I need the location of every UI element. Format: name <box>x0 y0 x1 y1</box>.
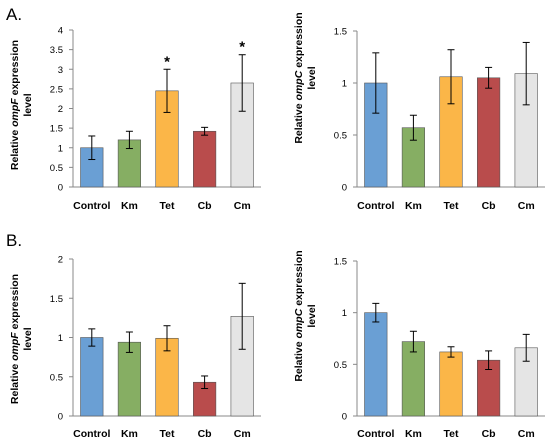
chart-a-ompf: 0 0.5 1 1.5 2 2.5 3 3.5 4 Control Km Tet * Cb Cm * Relat… <box>9 26 261 212</box>
y-tick-label: 2 <box>58 255 63 266</box>
y-tick-label: 1 <box>342 308 347 319</box>
y-tick-label: 0.5 <box>50 163 63 174</box>
category-label: Tet <box>160 428 175 440</box>
y-tick-label: 1 <box>58 143 63 154</box>
bar-tet <box>439 351 463 417</box>
y-tick-label: 1 <box>58 333 63 344</box>
y-axis-label-line2: level <box>306 304 318 327</box>
category-label: Cm <box>518 428 535 440</box>
category-label: Tet <box>444 200 459 212</box>
y-tick-label: 0 <box>342 183 347 194</box>
y-axis-label-line1: Relative ompC expression <box>293 12 305 143</box>
y-tick-label: 0.5 <box>334 131 347 142</box>
bar-control <box>80 337 104 417</box>
chart-a-ompc: 0 0.5 1 1.5 Control Km Tet Cb Cm Relative ompC ex… <box>293 12 545 212</box>
bar-cb <box>477 77 501 188</box>
y-tick-label: 1.5 <box>50 294 63 305</box>
category-label: Cb <box>198 428 212 440</box>
category-label: Tet <box>444 428 459 440</box>
bar-km <box>401 341 425 417</box>
y-tick-label: 4 <box>58 26 63 37</box>
y-axis-label-line1: Relative ompC expression <box>293 250 305 381</box>
category-label: Cb <box>482 200 496 212</box>
category-label: Cm <box>234 428 251 440</box>
y-axis-label-line1: Relative ompF expression <box>9 274 21 404</box>
panel-label-a: A. <box>6 5 23 24</box>
y-tick-label: 3.5 <box>50 45 63 56</box>
category-label: Control <box>73 428 110 440</box>
y-tick-label: 3 <box>58 65 63 76</box>
y-tick-label: 2 <box>58 104 63 115</box>
category-label: Cb <box>482 428 496 440</box>
y-tick-label: 1.5 <box>334 257 347 268</box>
category-label: Km <box>121 200 138 212</box>
category-label: Km <box>405 200 422 212</box>
y-tick-label: 0 <box>342 412 347 423</box>
y-tick-label: 1.5 <box>50 124 63 135</box>
chart-b-ompf: 0 0.5 1 1.5 2 Control Km Tet Cb Cm Relative ompF e… <box>9 255 261 440</box>
significance-marker: * <box>164 53 170 70</box>
chart-b-ompc: 0 0.5 1 1.5 Control Km Tet Cb Cm Relative ompC ex… <box>293 250 545 440</box>
category-label: Cm <box>518 200 535 212</box>
y-tick-label: 1.5 <box>334 27 347 38</box>
category-label: Cb <box>198 200 212 212</box>
bar-cb <box>193 130 217 188</box>
y-tick-label: 0 <box>58 412 63 423</box>
significance-marker: * <box>239 39 245 56</box>
category-label: Km <box>121 428 138 440</box>
category-label: Control <box>357 200 394 212</box>
bar-km <box>117 341 141 417</box>
y-axis-label-line1: Relative ompF expression <box>9 40 21 170</box>
category-label: Control <box>73 200 110 212</box>
y-tick-label: 0 <box>58 183 63 194</box>
category-label: Km <box>405 428 422 440</box>
y-tick-label: 0.5 <box>334 360 347 371</box>
panel-label-b: B. <box>6 231 23 250</box>
bar-control <box>364 312 388 417</box>
y-axis-label-line2: level <box>22 93 34 116</box>
y-tick-label: 0.5 <box>50 372 63 383</box>
y-axis-label-line2: level <box>22 327 34 350</box>
category-label: Tet <box>160 200 175 212</box>
y-tick-label: 2.5 <box>50 84 63 95</box>
category-label: Control <box>357 428 394 440</box>
y-tick-label: 1 <box>342 79 347 90</box>
category-label: Cm <box>234 200 251 212</box>
y-axis-label-line2: level <box>306 66 318 89</box>
